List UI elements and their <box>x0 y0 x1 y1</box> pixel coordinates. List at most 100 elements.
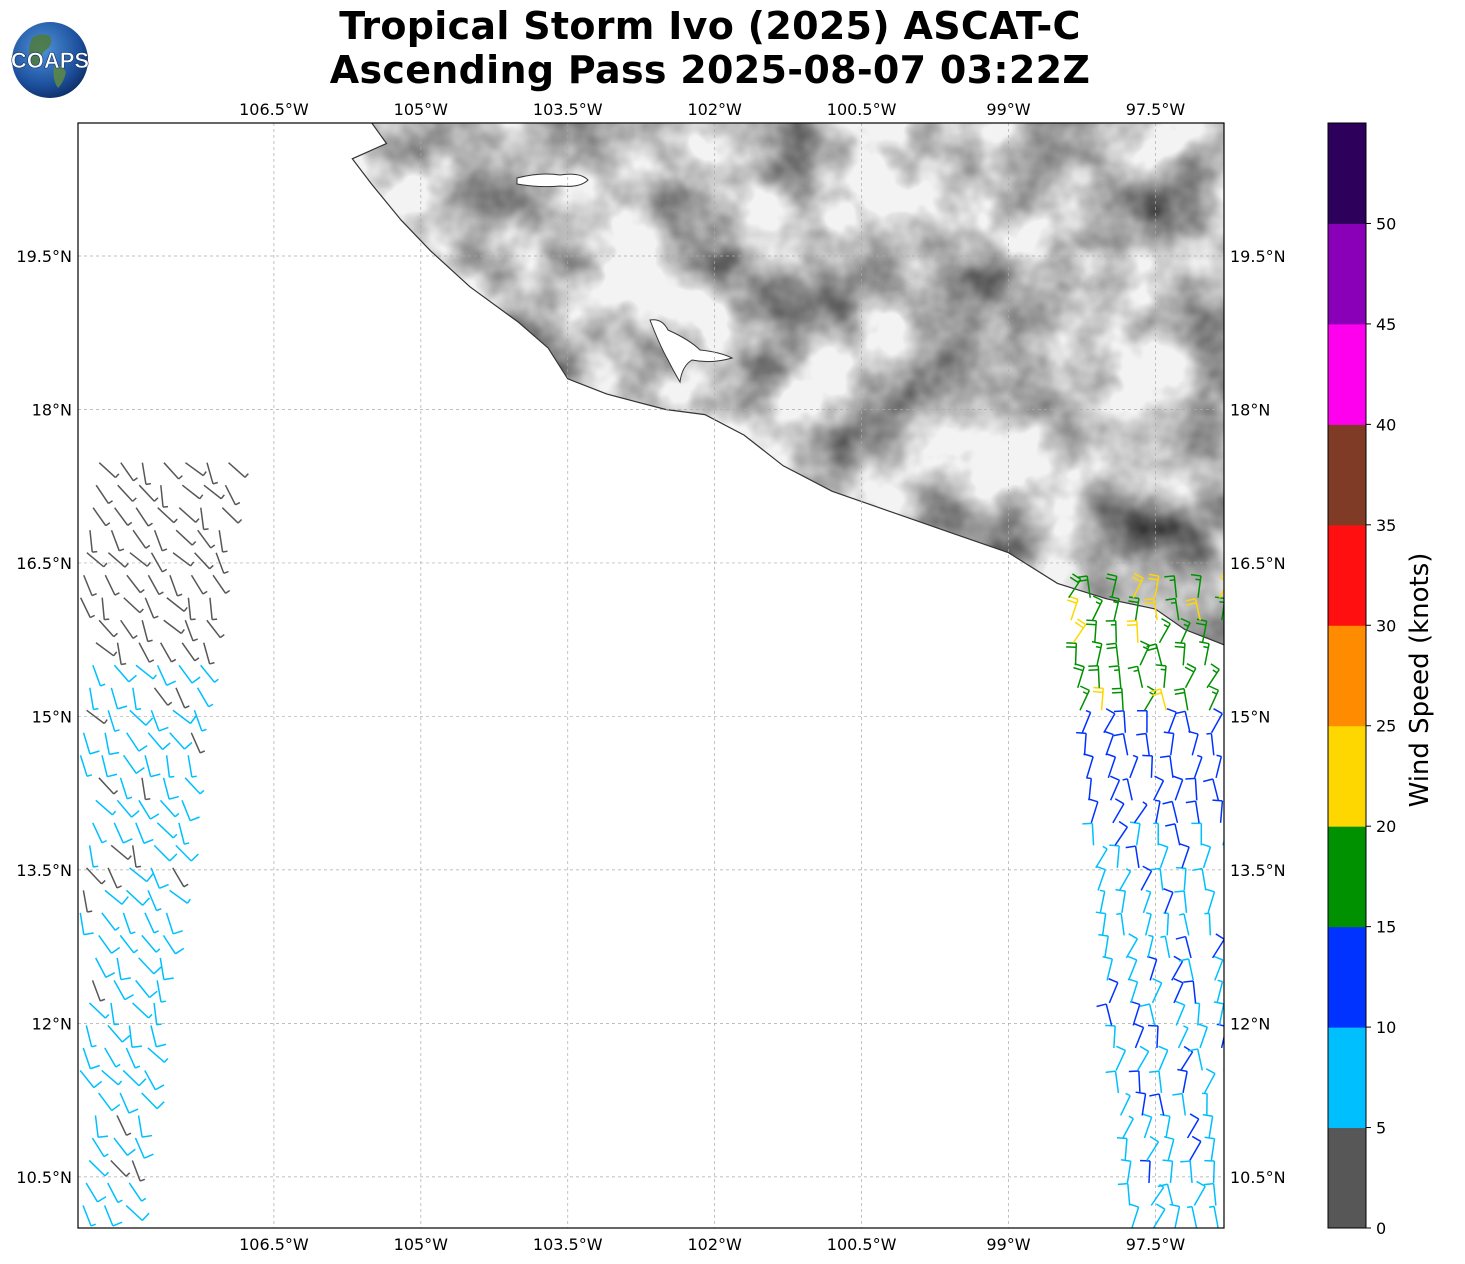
wind-barb <box>104 889 129 905</box>
wind-barb <box>1172 1092 1187 1116</box>
wind-barb <box>129 867 154 883</box>
lon-tick-label-top: 97.5°W <box>1126 100 1186 119</box>
wind-barb <box>206 619 225 639</box>
wind-barb <box>163 462 183 480</box>
wind-barb <box>1149 1093 1165 1116</box>
wind-barb <box>150 1025 167 1048</box>
wind-barb <box>129 552 151 567</box>
wind-barb <box>1103 730 1115 756</box>
wind-barb <box>123 1227 125 1228</box>
wind-barb <box>83 574 97 597</box>
wind-barb <box>1105 620 1118 643</box>
lat-tick-label-right: 19.5°N <box>1230 247 1286 266</box>
wind-barb <box>1154 799 1161 823</box>
wind-barb <box>110 529 125 552</box>
lon-tick-label-bottom: 99°W <box>986 1235 1030 1254</box>
wind-barb <box>159 799 180 818</box>
colorbar-tick-label: 45 <box>1376 315 1396 334</box>
wind-barb <box>1150 1183 1165 1206</box>
lat-tick-label-right: 12°N <box>1230 1014 1270 1033</box>
wind-barb <box>147 890 162 912</box>
wind-barb <box>1140 1159 1151 1184</box>
lon-tick-label-top: 106.5°W <box>239 100 309 119</box>
wind-barb <box>113 822 133 844</box>
wind-barb <box>107 710 120 733</box>
wind-barb <box>1109 595 1120 621</box>
wind-barb <box>175 687 190 709</box>
wind-barb <box>1136 732 1150 756</box>
longitude-labels-top: 106.5°W 105°W 103.5°W 102°W 100.5°W 99°W 97.5°… <box>239 100 1185 119</box>
wind-barb <box>1088 665 1101 688</box>
wind-barb <box>137 1115 153 1138</box>
wind-barb <box>1193 1180 1206 1206</box>
wind-barb <box>132 687 142 711</box>
wind-barb <box>1185 598 1201 621</box>
wind-barb <box>153 844 178 862</box>
wind-barb <box>181 800 200 822</box>
colorbar-tick-label: 50 <box>1376 214 1396 233</box>
wind-barb <box>91 1137 109 1158</box>
wind-barb <box>1096 1003 1113 1026</box>
wind-barb <box>103 1205 123 1227</box>
wind-barb <box>113 1137 136 1156</box>
wind-barb <box>156 822 178 839</box>
wind-barb <box>122 912 136 935</box>
wind-barb <box>1172 775 1184 801</box>
wind-barb <box>175 529 197 546</box>
wind-barb <box>1183 980 1197 1003</box>
wind-barb <box>1216 1023 1224 1049</box>
wind-barb <box>147 1047 169 1063</box>
wind-barb <box>200 507 209 531</box>
wind-barb <box>98 462 120 479</box>
wind-barb <box>135 979 158 999</box>
wind-barb <box>141 777 151 801</box>
wind-barb <box>159 642 177 663</box>
wind-barb <box>1139 1003 1156 1026</box>
figure-title: Tropical Storm Ivo (2025) ASCAT-C Ascend… <box>0 4 1420 92</box>
wind-barb <box>114 507 133 526</box>
wind-barb <box>1210 708 1223 734</box>
latitude-labels-right: 19.5°N 18°N 16.5°N 15°N 13.5°N 12°N 10.5°N <box>1230 247 1286 1187</box>
wind-barb <box>150 552 168 573</box>
wind-barb <box>178 507 200 523</box>
latitude-labels-left: 19.5°N 18°N 16.5°N 15°N 13.5°N 12°N 10.5°N <box>16 247 72 1187</box>
colorbar-segment-6 <box>1328 524 1366 626</box>
wind-barb <box>165 755 175 778</box>
colorbar-segment-0 <box>1328 1127 1366 1229</box>
wind-barb <box>122 1069 147 1087</box>
wind-barb <box>1136 710 1148 733</box>
wind-barb <box>1098 933 1109 959</box>
wind-barb <box>125 1204 150 1222</box>
wind-barb <box>193 710 207 732</box>
wind-barb <box>215 552 229 575</box>
wind-barb <box>1092 686 1105 711</box>
wind-barb <box>159 957 174 981</box>
wind-barb <box>1073 663 1085 688</box>
wind-barb <box>187 597 196 621</box>
wind-barb <box>1115 1045 1127 1071</box>
wind-barb <box>86 552 108 568</box>
wind-barb <box>157 507 178 524</box>
wind-barb <box>1127 665 1144 688</box>
wind-barb <box>1163 888 1174 914</box>
wind-barb <box>1163 912 1170 936</box>
wind-barb <box>97 1092 121 1112</box>
wind-barb <box>1186 1205 1198 1228</box>
wind-barb <box>135 822 154 844</box>
wind-barb <box>1211 933 1224 959</box>
wind-barb <box>1076 731 1087 756</box>
wind-barb <box>79 755 93 778</box>
wind-barb <box>1079 685 1091 711</box>
wind-barb <box>1095 845 1108 869</box>
lat-tick-label-left: 10.5°N <box>16 1168 72 1187</box>
wind-barb <box>107 867 122 889</box>
colorbar-segment-5 <box>1328 625 1366 727</box>
wind-barb <box>1177 1068 1188 1094</box>
wind-barb <box>1128 1070 1141 1093</box>
colorbar-tick-label: 25 <box>1376 717 1396 736</box>
colorbar-segment-3 <box>1328 826 1366 928</box>
wind-barb <box>138 799 160 820</box>
wind-barb <box>119 777 133 800</box>
wind-barb <box>1203 778 1220 801</box>
